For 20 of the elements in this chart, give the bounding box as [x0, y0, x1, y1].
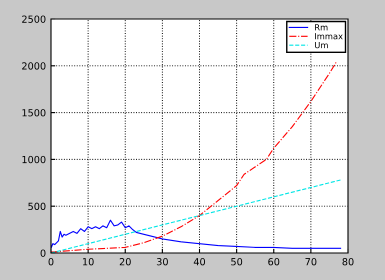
x-tick-label: 80 [342, 258, 354, 266]
x-tick-label: 30 [156, 258, 168, 266]
y-tick-label: 0 [40, 249, 46, 257]
x-tick-label: 50 [231, 258, 242, 266]
y-tick-label: 2000 [22, 62, 46, 70]
x-tick-label: 70 [305, 258, 316, 266]
x-tick-label: 60 [268, 258, 280, 266]
line-series [51, 60, 338, 253]
legend-label: Immax [315, 33, 343, 40]
x-tick-label: 0 [48, 258, 54, 266]
line-series [51, 220, 342, 249]
y-tick-label: 2500 [22, 15, 46, 23]
legend-label: Um [314, 42, 328, 48]
legend-label: Rm [315, 24, 328, 30]
x-tick-label: 10 [83, 258, 94, 266]
x-tick-label: 20 [120, 258, 131, 266]
y-tick-label: 1500 [22, 109, 46, 116]
y-tick-label: 500 [28, 202, 46, 210]
y-tick-label: 1000 [22, 156, 46, 164]
x-tick-label: 40 [194, 258, 206, 266]
